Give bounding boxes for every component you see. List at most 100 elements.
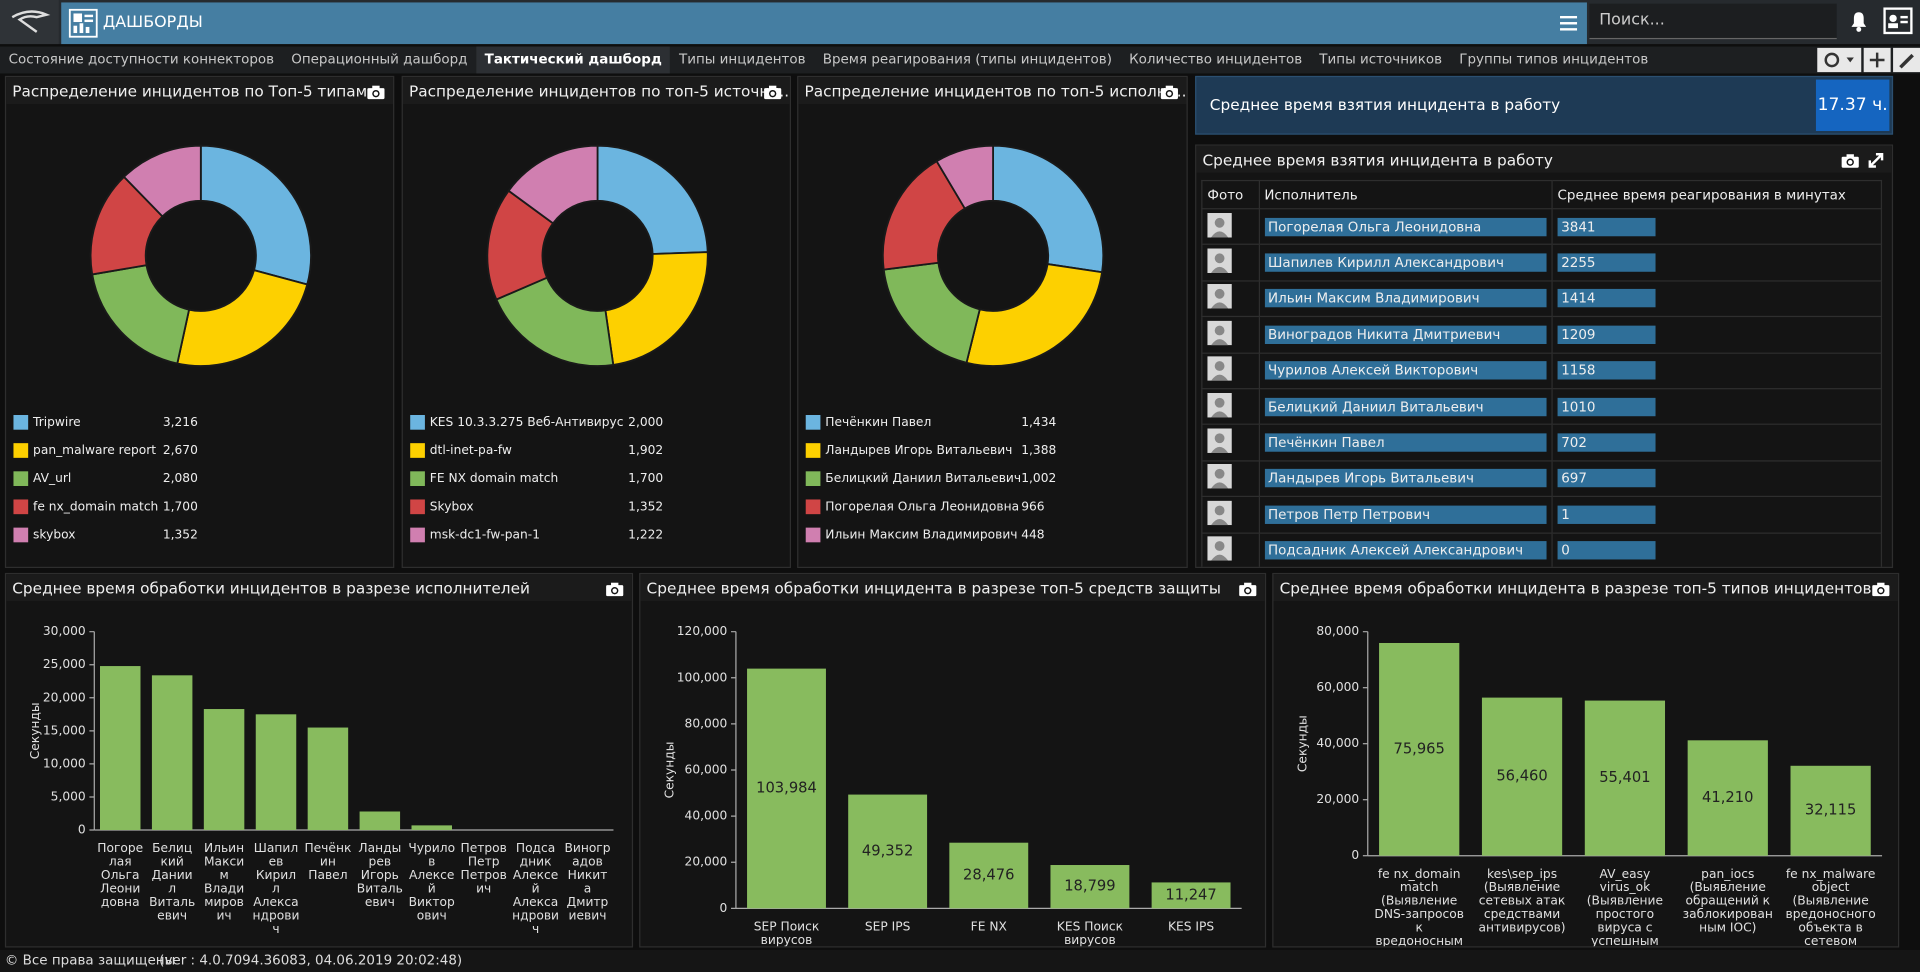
assignee-name: Погорелая Ольга Леонидовна	[1264, 217, 1547, 236]
snapshot-button[interactable]	[1840, 151, 1860, 174]
time-cell: 1158	[1551, 352, 1883, 390]
response-time: 1	[1557, 505, 1656, 524]
menu-button[interactable]	[1560, 15, 1578, 31]
bar-value-label: 49,352	[862, 842, 913, 859]
time-cell: 3841	[1551, 208, 1883, 246]
snapshot-button[interactable]	[1160, 82, 1180, 105]
avatar	[1207, 464, 1232, 489]
bar	[203, 709, 245, 831]
pie-slice	[91, 264, 191, 365]
assignee-cell: Петров Петр Петрович	[1258, 495, 1553, 534]
legend-value: 966	[1021, 499, 1045, 513]
bar	[848, 794, 928, 909]
assignee-name: Чурилов Алексей Викторович	[1264, 361, 1547, 380]
panel-title: Среднее время обработки инцидента в разр…	[640, 574, 1265, 602]
chart: Tripwire 3,216 pan_malware report 2,670 AV_u…	[13, 144, 312, 543]
assignee-cell: Виноградов Никита Дмитриевич	[1258, 316, 1553, 354]
x-tick-label: KES IPS	[1167, 920, 1215, 935]
search-placeholder: Поиск...	[1599, 11, 1665, 30]
assignee-table: Фото Исполнитель Среднее время реагировани…	[1201, 179, 1883, 567]
table-row: Чурилов Алексей Викторович 1158	[1201, 352, 1883, 390]
pie-slice	[495, 276, 615, 367]
x-tick-label: KES Поиск вирусов	[1056, 920, 1124, 948]
photo-cell	[1201, 244, 1260, 282]
legend-swatch	[805, 499, 821, 515]
legend-value: 3,216	[163, 415, 198, 429]
legend-value: 1,434	[1021, 415, 1056, 429]
tab[interactable]: Время реагирования (типы инцидентов)	[822, 51, 1112, 68]
legend-label: pan_malware report	[33, 443, 156, 457]
tab[interactable]: Состояние доступности коннекторов	[8, 51, 275, 68]
y-axis-label: Секунды	[1295, 715, 1309, 772]
x-tick-label: Белицкий Даниил Витальевич	[149, 842, 196, 924]
legend-label: skybox	[33, 527, 75, 541]
snapshot-button[interactable]	[1871, 579, 1891, 602]
table-panel: Среднее время взятия инцидента в работу …	[1195, 144, 1894, 569]
table-row: Петров Петр Петрович 1	[1201, 495, 1883, 534]
assignee-cell: Чурилов Алексей Викторович	[1258, 352, 1553, 390]
assignee-cell: Шапилев Кирилл Александрович	[1258, 244, 1553, 282]
tab[interactable]: Типы инцидентов	[678, 51, 806, 68]
kpi-value: 17.37 ч.	[1815, 79, 1890, 131]
legend-label: Tripwire	[32, 415, 81, 429]
panel-title: Распределение инцидентов по Топ-5 типам	[6, 77, 394, 105]
section-bar: ДАШБОРДЫ	[61, 2, 1587, 45]
search-input[interactable]: Поиск...	[1589, 3, 1837, 40]
legend-label: Белицкий Даниил Витальевич	[825, 471, 1021, 485]
time-cell: 1	[1551, 495, 1883, 534]
legend-swatch	[13, 443, 29, 458]
avatar	[1207, 392, 1232, 418]
tab[interactable]: Количество инцидентов	[1129, 51, 1303, 68]
panel-title: Среднее время обработки инцидентов в раз…	[6, 574, 632, 602]
legend-swatch	[13, 527, 29, 543]
table-row: Шапилев Кирилл Александрович 2255	[1201, 244, 1883, 282]
snapshot-button[interactable]	[366, 82, 386, 105]
x-tick-label: Ландырев Игорь Витальевич	[356, 842, 403, 910]
chart: 0 20,000 40,000 60,000 80,000 100,000 120,000 С…	[662, 624, 1242, 915]
table-row: Ильин Максим Владимирович 1414	[1201, 280, 1883, 318]
time-cell: 1010	[1551, 388, 1883, 426]
pie-slice	[507, 144, 599, 225]
x-tick-label: Подсадник Алексей Александрович	[512, 842, 560, 937]
snapshot-button[interactable]	[1238, 579, 1258, 602]
x-tick-label: fe nx_malware object (Выявление вредонос…	[1785, 867, 1876, 948]
tab[interactable]: Типы источников	[1319, 51, 1443, 68]
legend-label: FE NX domain match	[430, 471, 559, 485]
y-tick-label: 80,000	[685, 716, 728, 730]
profile[interactable]	[1883, 7, 1913, 35]
avatar	[1207, 356, 1232, 382]
response-time: 1209	[1557, 325, 1656, 344]
assignee-cell: Белицкий Даниил Витальевич	[1258, 388, 1553, 426]
tab[interactable]: Операционный дашборд	[291, 51, 468, 68]
refresh-button[interactable]	[1817, 47, 1862, 73]
legend-value: 1,222	[628, 527, 663, 541]
y-tick-label: 0	[78, 823, 86, 837]
tab-bar: Состояние доступности коннекторов Операци…	[0, 46, 1920, 74]
avatar	[1207, 212, 1232, 238]
legend-swatch	[410, 499, 425, 515]
snapshot-button[interactable]	[605, 579, 625, 602]
tab[interactable]: Группы типов инцидентов	[1459, 51, 1649, 68]
expand-button[interactable]	[1867, 151, 1884, 174]
legend-swatch	[13, 415, 29, 430]
response-time: 3841	[1557, 217, 1656, 236]
bar	[1584, 700, 1666, 856]
legend-label: AV_url	[33, 471, 71, 485]
legend-value: 448	[1021, 527, 1044, 541]
bar	[151, 675, 193, 831]
y-tick-label: 20,000	[685, 855, 728, 869]
bar	[1151, 882, 1231, 909]
logo[interactable]	[0, 0, 59, 45]
notifications[interactable]	[1847, 9, 1871, 33]
y-tick-label: 30,000	[43, 624, 86, 638]
photo-cell	[1201, 423, 1260, 462]
y-tick-label: 60,000	[1316, 680, 1359, 694]
kpi-label: Среднее время взятия инцидента в работу	[1209, 95, 1561, 114]
tab[interactable]: Тактический дашборд	[476, 46, 671, 74]
panel-title: Среднее время обработки инцидента в разр…	[1273, 574, 1898, 602]
chart-panel: Печёнкин Павел 1,434 Ландырев Игорь Виталь…	[797, 75, 1188, 569]
legend-value: 2,000	[628, 415, 663, 429]
snapshot-button[interactable]	[763, 82, 783, 105]
column-header: Исполнитель	[1258, 179, 1553, 210]
